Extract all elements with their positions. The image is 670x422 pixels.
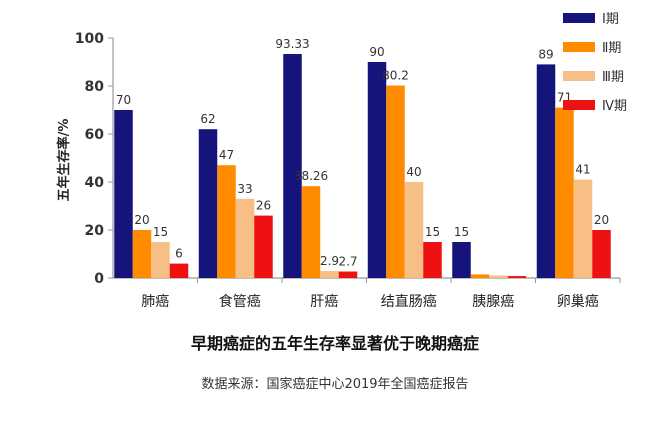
data-label: 15 <box>425 225 440 239</box>
category-label: 肺癌 <box>141 294 169 310</box>
data-label: 89 <box>538 47 553 61</box>
bars <box>114 54 611 279</box>
y-tick-label: 20 <box>85 223 105 239</box>
data-label: 41 <box>575 163 590 177</box>
bar <box>151 242 170 278</box>
bar <box>338 271 358 278</box>
bar <box>320 271 339 278</box>
data-label: 62 <box>200 112 215 126</box>
bar <box>283 54 302 279</box>
legend-swatch <box>563 13 595 23</box>
y-axis-label: 五年生存率/% <box>56 119 72 202</box>
data-label: 40 <box>406 165 421 179</box>
category-label: 胰腺癌 <box>472 294 514 310</box>
y-tick-label: 100 <box>75 31 104 47</box>
bar <box>573 179 593 278</box>
bar <box>169 263 189 278</box>
bar <box>555 107 574 278</box>
data-label: 6 <box>175 247 183 261</box>
bar <box>198 129 218 278</box>
bar <box>507 276 527 278</box>
bar <box>592 230 611 278</box>
bar <box>404 182 424 278</box>
bar <box>254 215 273 278</box>
category-label: 肝癌 <box>310 294 338 310</box>
data-label: 15 <box>454 225 469 239</box>
y-tick-label: 60 <box>85 127 105 143</box>
data-label: 2.9 <box>320 254 339 268</box>
legend-entry: Ⅱ期 <box>602 41 621 56</box>
bar <box>489 275 508 278</box>
category-label: 卵巢癌 <box>557 294 599 310</box>
data-label: 2.7 <box>338 255 357 269</box>
axes: 0 20 40 60 80 100 肺癌 食管癌 肝癌 结直肠癌 胰腺癌 卵巢癌 <box>75 31 621 310</box>
y-tick-label: 40 <box>85 175 105 191</box>
data-label: 26 <box>256 199 271 213</box>
category-label: 结直肠癌 <box>381 293 437 310</box>
data-label: 20 <box>594 213 609 227</box>
data-label: 70 <box>116 93 131 107</box>
legend: Ⅰ期 Ⅱ期 Ⅲ期 Ⅳ期 <box>563 12 627 114</box>
chart-title: 早期癌症的五年生存率显著优于晚期癌症 <box>191 334 479 353</box>
data-label: 80.2 <box>382 69 409 83</box>
y-tick-label: 80 <box>85 79 105 95</box>
bar <box>423 242 442 278</box>
data-label: 15 <box>153 225 168 239</box>
data-label: 20 <box>134 213 149 227</box>
legend-entry: Ⅲ期 <box>602 70 624 85</box>
bar <box>470 274 490 278</box>
bar <box>301 186 321 278</box>
bar <box>235 198 255 278</box>
data-label: 93.33 <box>275 37 309 51</box>
legend-swatch <box>563 100 595 110</box>
bar <box>367 62 387 278</box>
data-label: 33 <box>237 182 252 196</box>
bar <box>452 242 471 278</box>
bar <box>217 165 236 278</box>
legend-entry: Ⅳ期 <box>602 99 627 114</box>
bar <box>132 230 152 278</box>
y-tick-label: 0 <box>94 271 104 287</box>
data-labels: 70 20 15 6 62 47 33 26 93.33 38.26 2.9 2.7 90 80.2 40 1… <box>116 37 609 269</box>
source-note: 数据来源：国家癌症中心2019年全国癌症报告 <box>201 376 468 392</box>
legend-entry: Ⅰ期 <box>602 12 619 27</box>
data-label: 90 <box>369 45 384 59</box>
data-label: 47 <box>219 148 234 162</box>
bar <box>386 85 405 279</box>
legend-swatch <box>563 42 595 52</box>
data-label: 38.26 <box>294 169 328 183</box>
category-label: 食管癌 <box>219 293 261 310</box>
bar <box>536 64 556 279</box>
legend-swatch <box>563 71 595 81</box>
bar <box>114 110 133 278</box>
